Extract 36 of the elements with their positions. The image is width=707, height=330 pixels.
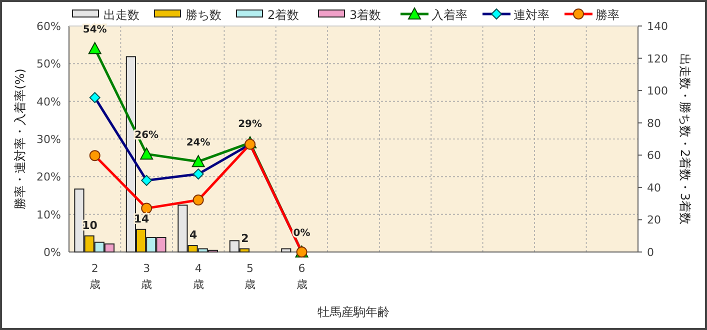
x-tick-label: 4歳 xyxy=(192,262,204,291)
x-tick-label: 5歳 xyxy=(244,262,256,291)
legend-label: 2着数 xyxy=(268,8,300,22)
data-label: 54% xyxy=(82,24,107,36)
data-label: 4 xyxy=(189,228,198,242)
y-axis-title: 勝率・連対率・入着率(%) xyxy=(13,68,27,210)
y-tick-label: 10% xyxy=(36,208,61,222)
legend-label: 3着数 xyxy=(350,8,382,22)
x-tick-label: 3歳 xyxy=(141,262,152,291)
bar xyxy=(281,248,292,252)
y-tick-label: 30% xyxy=(36,133,61,146)
data-label: 2 xyxy=(241,232,249,245)
legend-label: 勝ち数 xyxy=(186,8,222,22)
y2-tick-label: 60 xyxy=(647,149,661,162)
x-axis-title: 牡馬産駒年齢 xyxy=(318,305,390,319)
y2-axis-title: 出走数・勝ち数・2着数・3着数 xyxy=(678,53,692,225)
y-tick-label: 0% xyxy=(44,246,61,259)
x-tick-label: 6歳 xyxy=(296,262,308,291)
y-tick-label: 60% xyxy=(36,20,61,33)
legend-label: 出走数 xyxy=(104,8,140,22)
x-tick-label: 2歳 xyxy=(89,262,100,291)
y-tick-label: 50% xyxy=(36,58,61,71)
y-tick-label: 40% xyxy=(36,95,61,108)
legend-label: 勝率 xyxy=(596,8,620,22)
legend-label: 連対率 xyxy=(514,8,550,22)
data-label: 29% xyxy=(238,118,262,130)
y-tick-label: 20% xyxy=(36,170,61,184)
legend-label: 入着率 xyxy=(432,8,468,22)
y2-tick-label: 140 xyxy=(647,20,668,33)
y2-tick-label: 40 xyxy=(647,181,661,194)
y2-tick-label: 0 xyxy=(647,246,654,259)
y2-tick-label: 100 xyxy=(647,84,668,98)
data-label: 24% xyxy=(186,138,210,149)
y2-tick-label: 80 xyxy=(647,116,661,130)
y2-tick-label: 120 xyxy=(647,52,668,66)
y2-tick-label: 20 xyxy=(647,214,661,227)
